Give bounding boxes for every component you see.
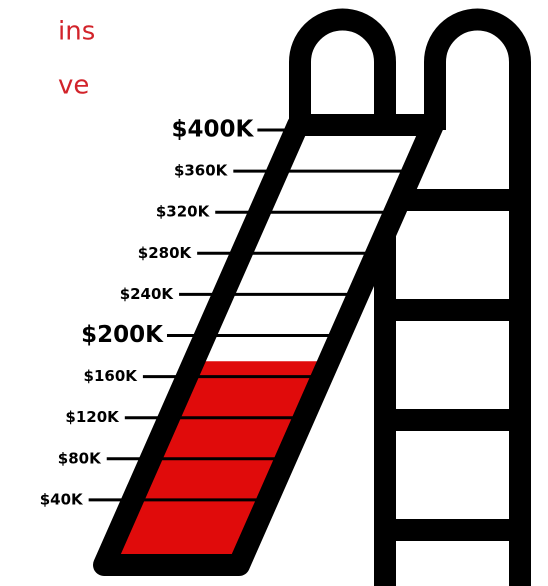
y-tick-label: $80K [58, 449, 102, 467]
y-tick-label: $40K [40, 490, 84, 508]
y-tick-label: $200K [81, 322, 164, 348]
chart: ins ve $40K $80K $120K $160K $200K $240K $280K… [0, 0, 548, 586]
title-line: ins [58, 17, 95, 47]
title-line: ve [58, 71, 89, 101]
y-tick-label: $120K [65, 408, 120, 426]
y-tick-label: $160K [84, 367, 139, 385]
y-tick-label: $280K [138, 244, 193, 262]
y-tick-label: $400K [172, 117, 255, 143]
y-tick-label: $360K [174, 162, 229, 180]
y-tick-label: $240K [120, 285, 175, 303]
y-tick-label: $320K [156, 203, 211, 221]
